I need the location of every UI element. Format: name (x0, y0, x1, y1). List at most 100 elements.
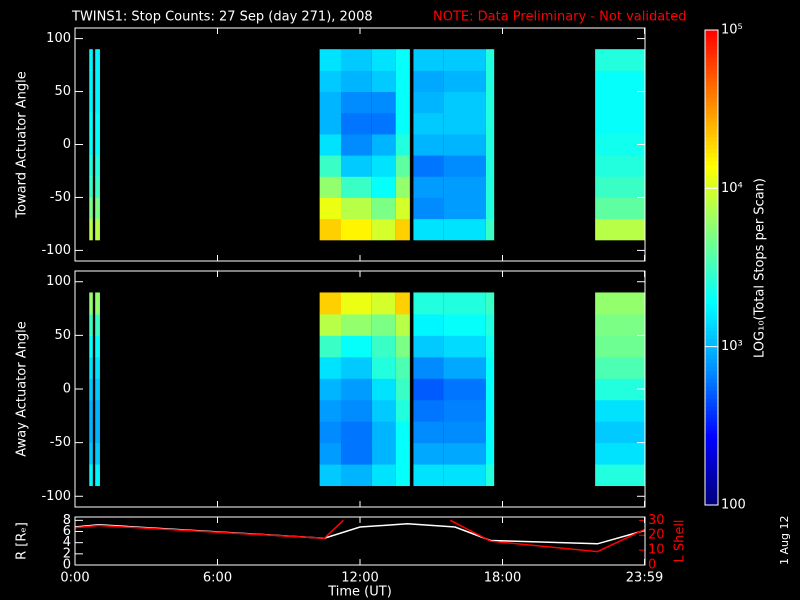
colorbar-swatch (705, 402, 718, 407)
heatmap-cell (371, 155, 396, 177)
heatmap-cell (485, 421, 495, 444)
colorbar-swatch (705, 493, 718, 498)
colorbar-swatch (705, 247, 718, 253)
heatmap-cell (413, 421, 444, 444)
heatmap-cell (341, 218, 372, 241)
heatmap-cell (443, 176, 486, 198)
colorbar-swatch (705, 180, 718, 185)
colorbar-swatch (705, 77, 718, 82)
colorbar-swatch (705, 208, 718, 213)
colorbar-swatch (705, 271, 718, 276)
heatmap-cell (443, 112, 486, 135)
heatmap-cell (443, 378, 486, 401)
colorbar-swatch (705, 267, 718, 272)
y-tick-label: 50 (54, 328, 71, 343)
heatmap-cell (95, 133, 100, 156)
heatmap-cell (341, 421, 372, 444)
heatmap-cell (595, 155, 645, 177)
heatmap-cell (413, 218, 444, 241)
colorbar-swatch (705, 53, 718, 59)
colorbar-swatch (705, 489, 718, 494)
y-tick-label: -100 (41, 489, 71, 504)
heatmap-cell (395, 464, 410, 487)
heatmap-cell (95, 356, 100, 379)
heatmap-cell (371, 49, 396, 71)
heatmap-cell (413, 155, 444, 177)
heatmap-cell (89, 49, 93, 71)
heatmap-cell (595, 292, 645, 315)
x-tick-label: 23:59 (626, 571, 663, 586)
colorbar-swatch (705, 497, 718, 502)
heatmap-cell (413, 335, 444, 358)
colorbar-swatch (705, 69, 718, 75)
colorbar-swatch (705, 128, 718, 134)
colorbar-swatch (705, 382, 718, 387)
heatmap-cell (89, 155, 93, 177)
heatmap-cell (89, 442, 93, 465)
heatmap-cell (319, 176, 341, 198)
heatmap-cell (485, 378, 495, 401)
y-tick-label: 8 (63, 513, 71, 528)
colorbar-swatch (705, 184, 718, 189)
colorbar-swatch (705, 192, 718, 197)
x-tick-label: 12:00 (341, 571, 378, 586)
heatmap-cell (443, 49, 486, 71)
heatmap-cell (595, 176, 645, 198)
y-tick-label: 0 (63, 382, 71, 397)
heatmap-cell (395, 133, 410, 156)
colorbar-swatch (705, 97, 718, 102)
heatmap-cell (89, 356, 93, 379)
heatmap-cell (341, 313, 372, 336)
heatmap-cell (413, 49, 444, 71)
colorbar-swatch (705, 93, 718, 98)
heatmap-cell (89, 91, 93, 114)
heatmap-cell (595, 91, 645, 114)
heatmap-cell (341, 49, 372, 71)
heatmap-cell (395, 313, 410, 336)
heatmap-cell (413, 464, 444, 487)
heatmap-cell (371, 378, 396, 401)
heatmap-cell (595, 49, 645, 71)
colorbar-swatch (705, 125, 718, 130)
heatmap-cell (371, 292, 396, 315)
colorbar-swatch (705, 390, 718, 395)
colorbar-tick-label: 10⁴ (721, 181, 743, 196)
heatmap-cell (341, 112, 372, 135)
heatmap-cell (95, 112, 100, 135)
colorbar-swatch (705, 370, 718, 375)
heatmap-cell (319, 378, 341, 401)
x-tick-label: 6:00 (203, 571, 232, 586)
heatmap-cell (443, 464, 486, 487)
colorbar-swatch (705, 461, 718, 466)
colorbar-swatch (705, 299, 718, 304)
colorbar-tick-label: 10⁵ (721, 23, 743, 38)
y-tick-label: 50 (54, 84, 71, 99)
heatmap-cell (319, 421, 341, 444)
heatmap-cell (395, 421, 410, 444)
heatmap-cell (395, 292, 410, 315)
heatmap-cell (443, 335, 486, 358)
heatmap-cell (485, 155, 495, 177)
heatmap-cell (95, 91, 100, 114)
colorbar-swatch (705, 406, 718, 411)
heatmap-cell (89, 292, 93, 315)
heatmap-cell (371, 399, 396, 422)
colorbar-swatch (705, 81, 718, 86)
heatmap-cell (443, 442, 486, 465)
colorbar-swatch (705, 140, 718, 146)
colorbar-swatch (705, 243, 718, 249)
heatmap-cell (595, 70, 645, 93)
heatmap-cell (95, 399, 100, 422)
heatmap-cell (595, 197, 645, 220)
y-tick-label: 2 (63, 546, 71, 561)
heatmap-cell (319, 218, 341, 241)
colorbar-swatch (705, 307, 718, 312)
colorbar-swatch (705, 61, 718, 67)
colorbar-swatch (705, 85, 718, 90)
heatmap-cell (371, 442, 396, 465)
heatmap-cell (341, 91, 372, 114)
heatmap-cell (395, 218, 410, 241)
heatmap-cell (89, 133, 93, 156)
colorbar-swatch (705, 311, 718, 316)
colorbar-swatch (705, 481, 718, 486)
